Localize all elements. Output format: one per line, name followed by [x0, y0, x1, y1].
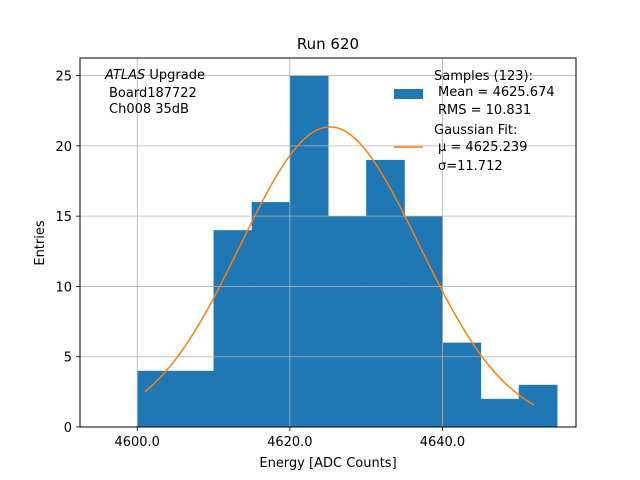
- gaussian-fit: [144, 126, 535, 406]
- y-axis-label: Entries: [33, 220, 48, 266]
- legend-hist-rms: RMS = 10.831: [438, 103, 531, 118]
- histogram-bar-1: [175, 370, 215, 427]
- annotation-atlas: ATLAS: [104, 68, 145, 83]
- histogram-bar-2: [213, 230, 253, 427]
- y-axis-ticks: 0 5 10 15 20 25: [55, 70, 80, 436]
- y-tick-label-4: 20: [55, 140, 72, 155]
- plot-frame: [79, 57, 577, 428]
- annotation-box: ATLAS Upgrade Board187722 Ch008 35dB: [104, 68, 205, 117]
- histogram-bar-10: [518, 384, 558, 427]
- legend-hist-swatch: [394, 89, 423, 99]
- legend-fit-title: Gaussian Fit:: [434, 123, 517, 138]
- legend-fit-mu: μ = 4625.239: [438, 140, 527, 155]
- annotation-upgrade: Upgrade: [145, 68, 205, 83]
- y-tick-label-5: 25: [55, 70, 72, 85]
- legend-fit-sigma: σ=11.712: [438, 159, 503, 174]
- y-tick-label-2: 10: [55, 280, 72, 295]
- histogram-bar-6: [366, 159, 405, 427]
- annotation-line-2: Board187722: [109, 86, 197, 101]
- y-tick-label-1: 5: [64, 351, 72, 366]
- legend-hist-title: Samples (123):: [434, 69, 533, 84]
- histogram-bars: [137, 75, 558, 428]
- chart-title: Run 620: [297, 35, 359, 53]
- x-axis-ticks: 4600.0 4620.0 4640.0: [114, 427, 465, 450]
- y-tick-label-0: 0: [64, 421, 72, 436]
- x-tick-label-0: 4600.0: [114, 435, 160, 450]
- histogram-bar-0: [137, 370, 176, 427]
- histogram-bar-9: [480, 398, 520, 427]
- legend: Samples (123): Mean = 4625.674 RMS = 10.…: [394, 69, 555, 174]
- histogram-bar-8: [442, 342, 482, 427]
- annotation-line-1: ATLAS Upgrade: [104, 68, 205, 83]
- histogram-bar-7: [404, 216, 443, 427]
- gaussian-fit-line: [144, 126, 535, 406]
- histogram-bar-3: [251, 202, 291, 427]
- histogram-bar-5: [328, 216, 367, 427]
- annotation-line-3: Ch008 35dB: [109, 102, 189, 117]
- legend-hist-mean: Mean = 4625.674: [438, 85, 555, 100]
- x-tick-label-1: 4620.0: [267, 435, 313, 450]
- x-tick-label-2: 4640.0: [420, 435, 466, 450]
- x-axis-label: Energy [ADC Counts]: [259, 456, 396, 471]
- y-tick-label-3: 15: [55, 210, 72, 225]
